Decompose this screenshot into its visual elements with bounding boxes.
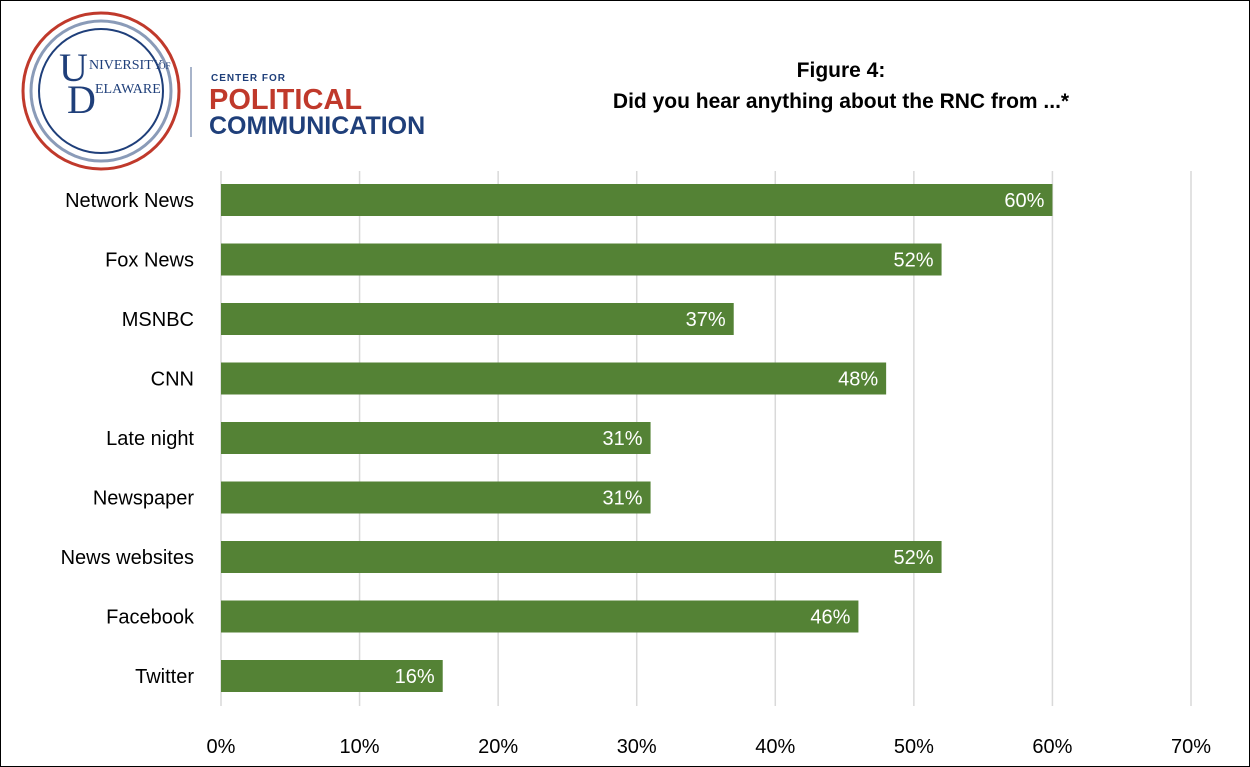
data-label: 37% — [686, 309, 726, 331]
category-label: Network News — [65, 190, 194, 212]
x-tick-label: 40% — [755, 736, 795, 758]
x-tick-label: 10% — [340, 736, 380, 758]
bar — [221, 481, 651, 514]
chart-title: Figure 4: Did you hear anything about th… — [561, 55, 1121, 117]
category-label: Facebook — [106, 607, 195, 629]
logo-center-for: CENTER FOR — [211, 73, 286, 84]
bar — [221, 362, 887, 395]
logo-university-line1: NIVERSITY — [89, 58, 163, 73]
bar — [221, 243, 942, 276]
category-label: Newspaper — [93, 488, 195, 510]
bar — [221, 303, 734, 335]
x-tick-label: 50% — [894, 736, 934, 758]
data-label: 46% — [810, 607, 850, 629]
category-label: Late night — [106, 428, 194, 450]
chart-title-line2: Did you hear anything about the RNC from… — [612, 90, 1070, 113]
bar — [221, 184, 1053, 216]
logo-outer-ring-icon — [21, 11, 181, 171]
data-label: 31% — [603, 428, 643, 450]
logo-university-of: OF — [159, 61, 171, 71]
category-labels: Network News Fox News MSNBC CNN Late night Ne… — [61, 190, 195, 688]
data-label: 16% — [395, 666, 435, 688]
logo-middle-ring-icon — [29, 19, 173, 163]
category-label: CNN — [151, 369, 194, 391]
x-tick-label: 0% — [207, 736, 236, 758]
data-label: 52% — [894, 547, 934, 569]
chart-title-line1: Figure 4: — [796, 59, 886, 82]
x-tick-label: 30% — [617, 736, 657, 758]
logo-communication: COMMUNICATION — [209, 112, 425, 140]
logo-inner-ring-icon — [38, 28, 164, 154]
x-tick-label: 60% — [1032, 736, 1072, 758]
bar — [221, 422, 651, 454]
university-logo: U D NIVERSITY OF ELAWARE CENTER FOR POLI… — [21, 11, 425, 171]
logo-d-letter: D — [67, 77, 96, 122]
category-label: MSNBC — [122, 309, 194, 331]
data-labels: 60% 52% 37% 48% 31% 31% 52% 46% 16% — [395, 190, 1045, 688]
x-tick-label: 70% — [1171, 736, 1211, 758]
category-label: Twitter — [135, 666, 194, 688]
bars — [221, 184, 1053, 692]
category-label: Fox News — [105, 250, 194, 272]
category-label: News websites — [61, 547, 194, 569]
logo-political: POLITICAL — [209, 84, 362, 116]
data-label: 48% — [838, 369, 878, 391]
data-label: 60% — [1004, 190, 1044, 212]
logo-u-letter: U — [59, 45, 88, 90]
bar — [221, 541, 942, 573]
bar — [221, 600, 859, 633]
x-tick-label: 20% — [478, 736, 518, 758]
x-axis-tick-labels: 0% 10% 20% 30% 40% 50% 60% 70% — [207, 736, 1212, 758]
data-label: 31% — [603, 488, 643, 510]
logo-university-line2: ELAWARE — [95, 82, 161, 97]
data-label: 52% — [894, 250, 934, 272]
bar — [221, 660, 443, 692]
